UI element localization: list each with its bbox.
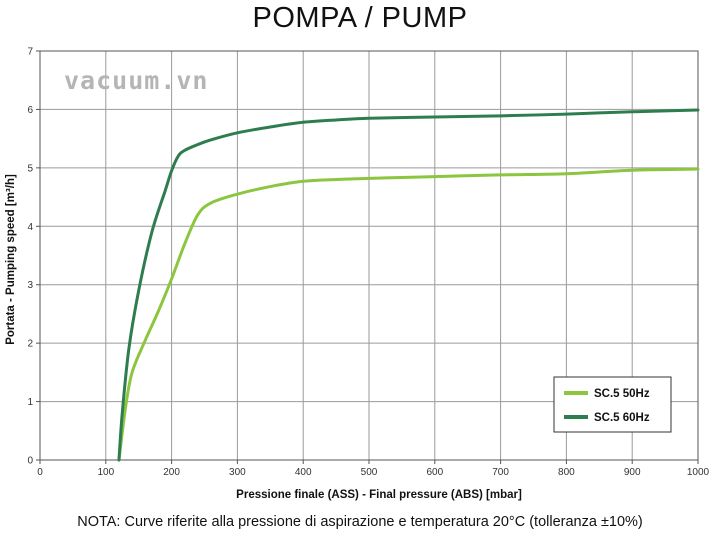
x-tick-label: 500 [361,467,378,478]
series-line-50hz [117,167,700,462]
y-tick-label: 5 [27,163,33,174]
footnote: NOTA: Curve riferite alla pressione di a… [77,514,643,530]
legend-label-60hz: SC.5 60Hz [594,412,650,424]
y-tick-label: 0 [27,456,33,467]
y-tick-label: 3 [27,280,33,291]
x-tick-labels: 0 100 200 300 400 500 600 700 800 900 1000 [37,467,709,478]
series-lines [117,108,700,462]
x-axis-label: Pressione finale (ASS) - Final pressure … [236,489,522,501]
legend-label-50hz: SC.5 50Hz [594,388,650,400]
plot-frame [39,50,699,461]
x-tick-label: 1000 [687,467,710,478]
x-tick-label: 300 [229,467,246,478]
y-tick-labels: 0 1 2 3 4 5 6 7 [27,47,33,467]
y-axis-label: Portata - Pumping speed [m³/h] [5,174,17,345]
x-tick-label: 100 [97,467,114,478]
watermark: vacuum.vn [64,66,209,95]
y-tick-label: 4 [27,222,33,233]
x-tick-label: 900 [624,467,641,478]
y-tick-label: 1 [27,397,33,408]
x-tick-label: 0 [37,467,43,478]
chart-title: POMPA / PUMP [252,2,468,34]
y-tick-label: 6 [27,105,33,116]
x-tick-label: 400 [295,467,312,478]
legend-box [553,376,672,433]
legend: SC.5 50Hz SC.5 60Hz [553,376,672,433]
y-tick-label: 7 [27,47,33,58]
x-tick-label: 200 [163,467,180,478]
series-line-60hz [117,108,700,462]
x-tick-label: 600 [426,467,443,478]
y-tick-label: 2 [27,339,33,350]
x-tick-label: 800 [558,467,575,478]
x-tick-label: 700 [492,467,509,478]
